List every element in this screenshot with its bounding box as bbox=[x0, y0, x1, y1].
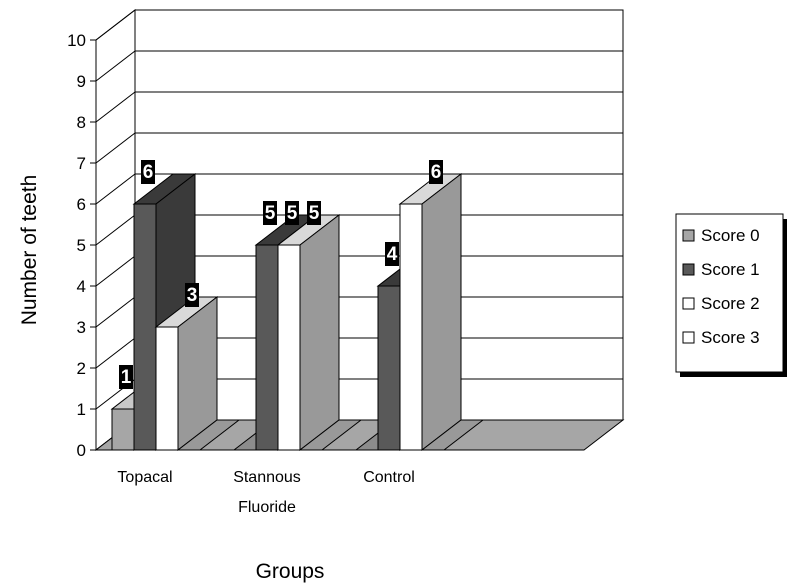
y-axis-title: Number of teeth bbox=[18, 175, 41, 326]
data-label: 1 bbox=[121, 367, 132, 388]
x-category-label: Control bbox=[363, 469, 415, 486]
gridline-side bbox=[95, 337, 136, 369]
y-tick-label: 3 bbox=[77, 318, 86, 337]
y-tick-label: 0 bbox=[77, 441, 86, 460]
y-tick-label: 2 bbox=[77, 359, 86, 378]
bar-score-2 bbox=[276, 213, 341, 452]
gridline-side bbox=[95, 91, 136, 123]
gridline-side bbox=[95, 50, 136, 82]
gridline-side bbox=[95, 214, 136, 246]
data-label: 5 bbox=[265, 203, 276, 224]
data-label-bg bbox=[285, 201, 299, 225]
y-tick-label: 8 bbox=[77, 113, 86, 132]
data-label: 4 bbox=[387, 244, 398, 265]
bar-score-3-flat bbox=[420, 419, 485, 451]
legend: Score 0 Score 1 Score 2 Score 3 bbox=[675, 213, 787, 377]
data-label-bg bbox=[429, 160, 443, 184]
legend-label: Score 2 bbox=[701, 294, 760, 313]
data-label-bg bbox=[185, 283, 199, 307]
y-tick-label: 1 bbox=[77, 400, 86, 419]
bar-score-3 bbox=[420, 419, 485, 451]
legend-swatch bbox=[682, 229, 695, 242]
y-tick-label: 4 bbox=[77, 277, 86, 296]
bar-score-3-flat bbox=[176, 419, 241, 451]
x-category-label: Fluoride bbox=[238, 499, 296, 516]
legend-swatch bbox=[682, 331, 695, 344]
legend-label: Score 3 bbox=[701, 328, 760, 347]
gridline-side bbox=[95, 255, 136, 287]
y-tick-label: 7 bbox=[77, 154, 86, 173]
data-label: 3 bbox=[187, 285, 198, 306]
bar-score-0-front bbox=[111, 408, 135, 451]
bars bbox=[110, 172, 485, 452]
x-axis-title: Groups bbox=[256, 560, 325, 583]
x-category-label: Topacal bbox=[117, 469, 172, 486]
bar-score-2 bbox=[154, 295, 219, 452]
data-label-bg bbox=[385, 242, 399, 266]
gridline-side bbox=[95, 173, 136, 205]
y-tick-label: 6 bbox=[77, 195, 86, 214]
data-label-bg bbox=[307, 201, 321, 225]
gridline-side bbox=[95, 296, 136, 328]
bar-score-3-flat bbox=[298, 419, 363, 451]
y-tick-label: 5 bbox=[77, 236, 86, 255]
data-label: 6 bbox=[143, 162, 154, 183]
bar-score-1-front bbox=[255, 244, 279, 451]
bar-score-2-front bbox=[277, 244, 301, 451]
legend-swatch bbox=[682, 263, 695, 276]
bar-score-3 bbox=[176, 419, 241, 451]
y-tick-label: 10 bbox=[67, 31, 86, 50]
data-label: 6 bbox=[431, 162, 442, 183]
bar-score-2-front bbox=[399, 203, 423, 451]
gridline-side bbox=[95, 132, 136, 164]
legend-label: Score 0 bbox=[701, 226, 760, 245]
bar-score-2-front bbox=[155, 326, 179, 451]
y-tick-labels: 0 1 2 3 4 5 6 7 8 9 10 bbox=[67, 31, 86, 460]
bar-score-2 bbox=[398, 172, 463, 452]
bar-score-2-side bbox=[299, 213, 340, 452]
data-label-bg bbox=[263, 201, 277, 225]
bar-score-3 bbox=[298, 419, 363, 451]
x-category-labels: Topacal Stannous Fluoride Control bbox=[117, 469, 414, 516]
data-label: 5 bbox=[287, 203, 298, 224]
bar-score-1-front bbox=[133, 203, 157, 451]
bar-score-2-side bbox=[421, 172, 462, 452]
legend-label: Score 1 bbox=[701, 260, 760, 279]
bar-score-1-front bbox=[377, 285, 401, 451]
data-label-bg bbox=[119, 365, 133, 389]
data-label: 5 bbox=[309, 203, 320, 224]
data-label-bg bbox=[141, 160, 155, 184]
gridline-side bbox=[95, 9, 136, 41]
y-tick-label: 9 bbox=[77, 72, 86, 91]
x-category-label: Stannous bbox=[233, 469, 301, 486]
legend-swatch bbox=[682, 297, 695, 310]
